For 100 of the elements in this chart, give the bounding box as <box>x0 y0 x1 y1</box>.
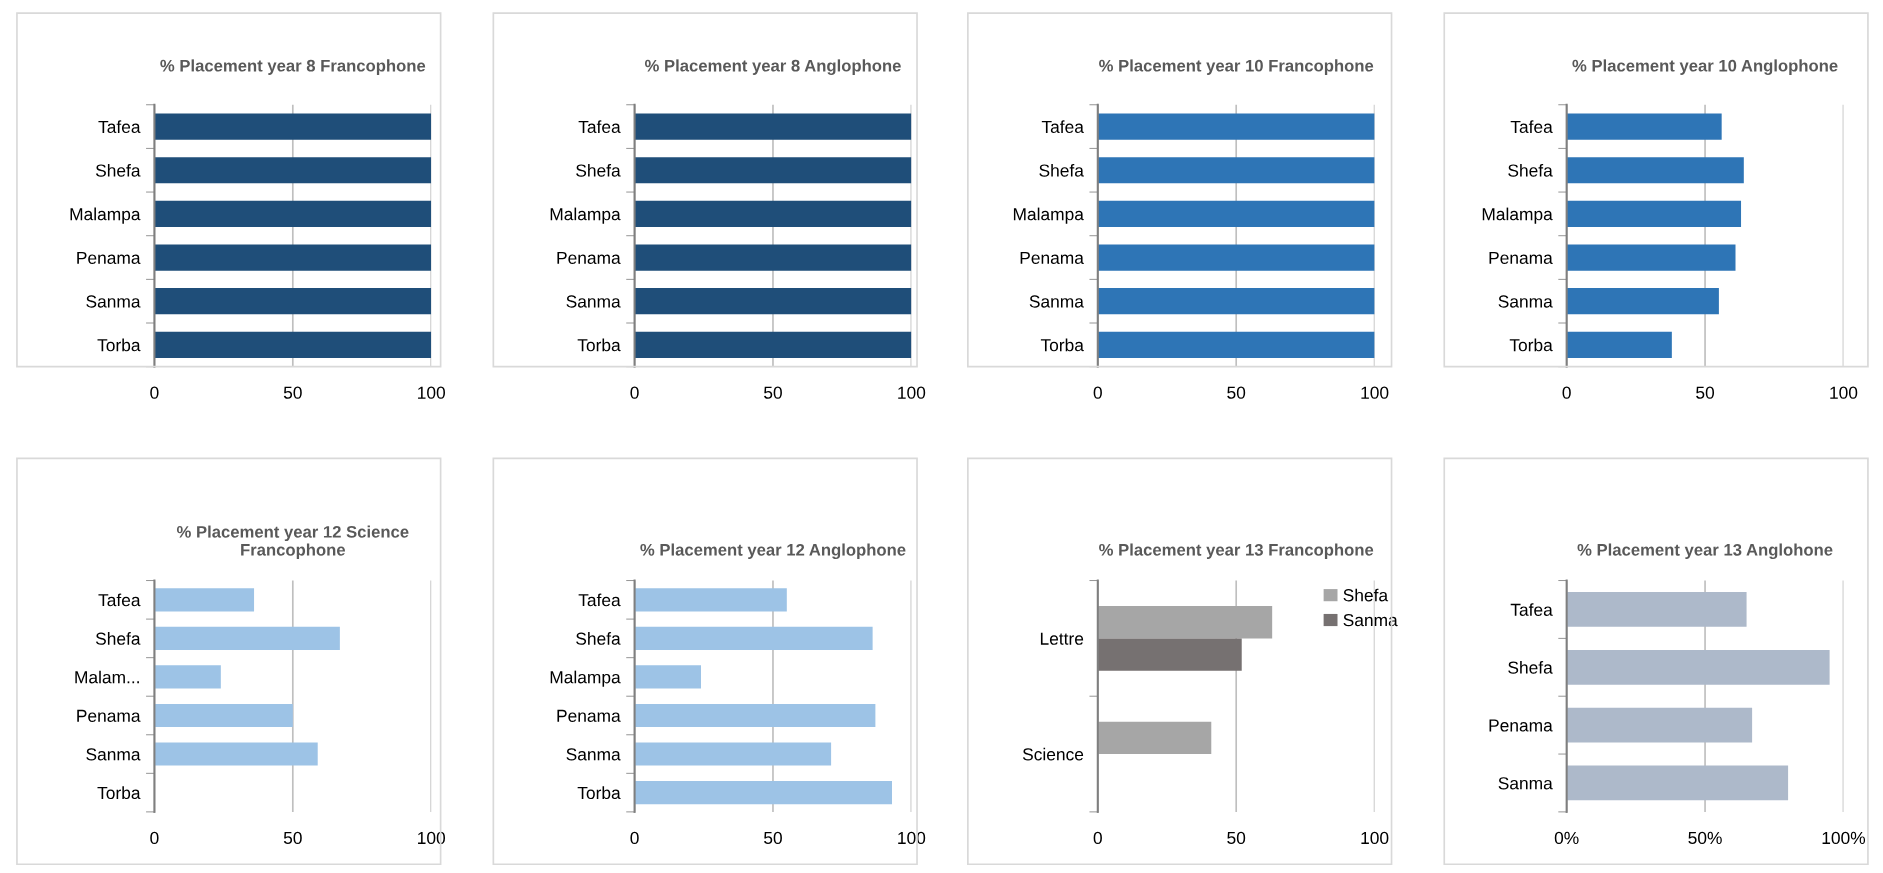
bar <box>1566 244 1736 271</box>
bar <box>154 703 293 728</box>
y-tick-label: Penama <box>1489 251 1553 264</box>
x-tick-label: 50 <box>1227 386 1246 399</box>
y-tick-label: Science <box>1022 747 1084 761</box>
chart-title: % Placement year 8 Anglophone <box>644 59 901 75</box>
x-tick-label: 50 <box>764 386 782 399</box>
x-tick-label: 100% <box>1822 831 1866 845</box>
y-tick-label: Tafea <box>98 120 141 134</box>
bar <box>154 665 221 689</box>
x-tick-label: 100 <box>1361 831 1389 845</box>
y-tick-label: Sanma <box>86 295 141 308</box>
y-tick-label: Penama <box>557 709 621 722</box>
y-tick-label: Tafea <box>98 593 141 607</box>
bar <box>634 665 701 689</box>
y-tick-label: Sanma <box>1029 295 1084 308</box>
y-tick-label: Torba <box>577 786 621 800</box>
x-tick-label: 50 <box>283 831 302 845</box>
x-tick-label: 0 <box>1093 831 1102 845</box>
bar <box>634 703 876 728</box>
y-tick-label: Tafea <box>1510 120 1553 134</box>
chart-title: % Placement year 8 Francophone <box>160 59 426 75</box>
y-tick-label: Shefa <box>576 163 621 177</box>
bar <box>1566 157 1744 184</box>
chart-title: % Placement year 12 Science Francophone <box>176 525 409 559</box>
y-tick-label: Sanma <box>1498 777 1553 790</box>
y-tick-label: Malampa <box>1013 207 1084 224</box>
y-tick-label: Malampa <box>550 670 621 687</box>
bar <box>1097 605 1273 639</box>
x-tick-label: 50% <box>1688 831 1722 845</box>
legend-label: Shefa <box>1343 588 1389 602</box>
y-tick-label: Shefa <box>1039 163 1084 177</box>
y-tick-label: Torba <box>577 338 621 352</box>
x-tick-label: 0 <box>1562 386 1571 399</box>
x-tick-label: 50 <box>283 386 302 399</box>
bar <box>1566 200 1742 227</box>
y-tick-label: Sanma <box>86 748 141 761</box>
y-tick-label: Malampa <box>550 207 621 224</box>
y-tick-label: Shefa <box>1508 163 1553 177</box>
y-tick-label: Shefa <box>576 632 621 645</box>
y-tick-label: Malam... <box>75 670 139 684</box>
x-tick-label: 100 <box>418 386 446 399</box>
bar <box>634 781 892 805</box>
x-tick-label: 0 <box>150 831 159 845</box>
y-tick-label: Torba <box>97 338 141 352</box>
y-tick-label: Tafea <box>578 120 621 134</box>
bar <box>1566 331 1672 358</box>
y-tick-label: Penama <box>1489 719 1553 732</box>
y-tick-label: Malampa <box>70 207 141 224</box>
x-tick-label: 50 <box>764 831 782 845</box>
y-tick-label: Malampa <box>1482 207 1553 224</box>
y-tick-label: Sanma <box>566 295 621 308</box>
y-tick-label: Sanma <box>1498 295 1553 308</box>
chart-title: % Placement year 10 Anglophone <box>1572 59 1838 75</box>
legend-label: Sanma <box>1343 613 1398 627</box>
x-tick-label: 0% <box>1554 831 1579 845</box>
x-tick-label: 0 <box>630 831 639 845</box>
x-tick-label: 0 <box>630 386 639 399</box>
bar <box>1566 765 1789 801</box>
x-tick-label: 100 <box>898 386 926 399</box>
y-tick-label: Torba <box>1509 338 1553 352</box>
bar <box>1097 638 1242 671</box>
x-tick-label: 100 <box>1361 386 1389 399</box>
chart-title: % Placement year 10 Francophone <box>1099 59 1374 75</box>
x-tick-label: 100 <box>418 831 446 845</box>
chart-title: % Placement year 13 Francophone <box>1099 543 1374 559</box>
x-tick-label: 50 <box>1696 386 1715 399</box>
bar <box>1566 707 1753 743</box>
bar <box>1566 113 1722 140</box>
y-tick-label: Shefa <box>1508 661 1553 674</box>
chart-title: % Placement year 12 Anglophone <box>640 543 906 560</box>
y-tick-label: Tafea <box>578 593 621 607</box>
x-tick-label: 100 <box>898 831 926 845</box>
y-tick-label: Tafea <box>1041 120 1084 134</box>
y-tick-label: Lettre <box>1040 632 1084 645</box>
bar <box>154 588 255 612</box>
y-tick-label: Penama <box>1020 251 1084 264</box>
chart-title: % Placement year 13 Anglohone <box>1577 543 1833 560</box>
y-tick-label: Tafea <box>1510 603 1553 616</box>
bar <box>1566 592 1747 627</box>
bar <box>1566 649 1830 685</box>
y-tick-label: Shefa <box>95 632 141 645</box>
bar <box>634 626 873 650</box>
x-tick-label: 0 <box>1093 386 1102 399</box>
bar <box>154 742 318 766</box>
bar <box>154 626 340 650</box>
y-tick-label: Sanma <box>566 748 621 761</box>
y-tick-label: Torba <box>1040 338 1084 352</box>
x-tick-label: 50 <box>1227 831 1246 845</box>
y-tick-label: Penama <box>77 709 141 722</box>
x-tick-label: 100 <box>1830 386 1858 399</box>
y-tick-label: Shefa <box>95 163 141 177</box>
y-tick-label: Penama <box>557 251 621 264</box>
bar <box>1097 721 1212 755</box>
y-tick-label: Torba <box>97 786 141 800</box>
x-tick-label: 0 <box>150 386 159 399</box>
y-tick-label: Penama <box>77 251 141 264</box>
bar <box>634 742 832 766</box>
bar <box>1566 288 1719 315</box>
bar <box>634 588 787 612</box>
